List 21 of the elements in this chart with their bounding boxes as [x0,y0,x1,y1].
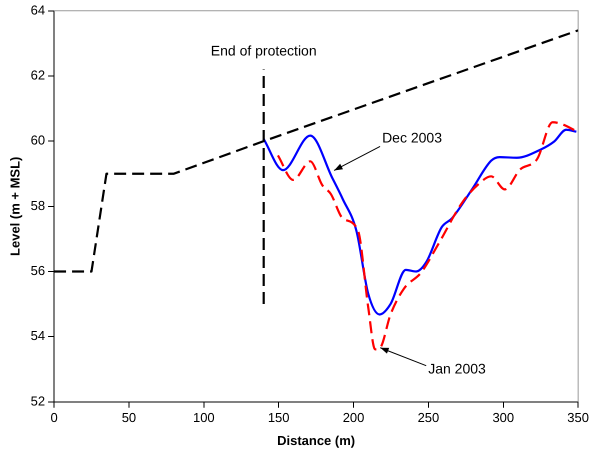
x-tick-label: 100 [192,410,215,426]
y-tick-label: 58 [30,198,46,213]
line-series [262,128,578,316]
y-tick-label: 54 [30,328,46,344]
x-tick-label: 0 [50,410,58,426]
y-tick-label: 60 [30,132,46,148]
y-tick-label: 52 [30,393,46,408]
x-tick-label: 250 [418,410,440,426]
y-tick-label: 62 [30,68,46,83]
x-tick-label: 200 [342,410,364,426]
annotation: Dec 2003 [382,129,442,146]
y-tick-label: 56 [30,263,46,278]
x-tick-label: 150 [268,410,290,426]
annotation: End of protection [210,42,317,58]
annotation: Jan 2003 [428,360,486,377]
y-tick-label: 64 [30,2,46,18]
x-tick-label: 50 [122,410,136,426]
y-axis-title: Level (m + MSL) [7,156,22,256]
x-axis-title: Distance (m) [277,432,356,448]
x-tick-label: 300 [492,410,514,426]
x-tick-label: 350 [567,410,590,426]
